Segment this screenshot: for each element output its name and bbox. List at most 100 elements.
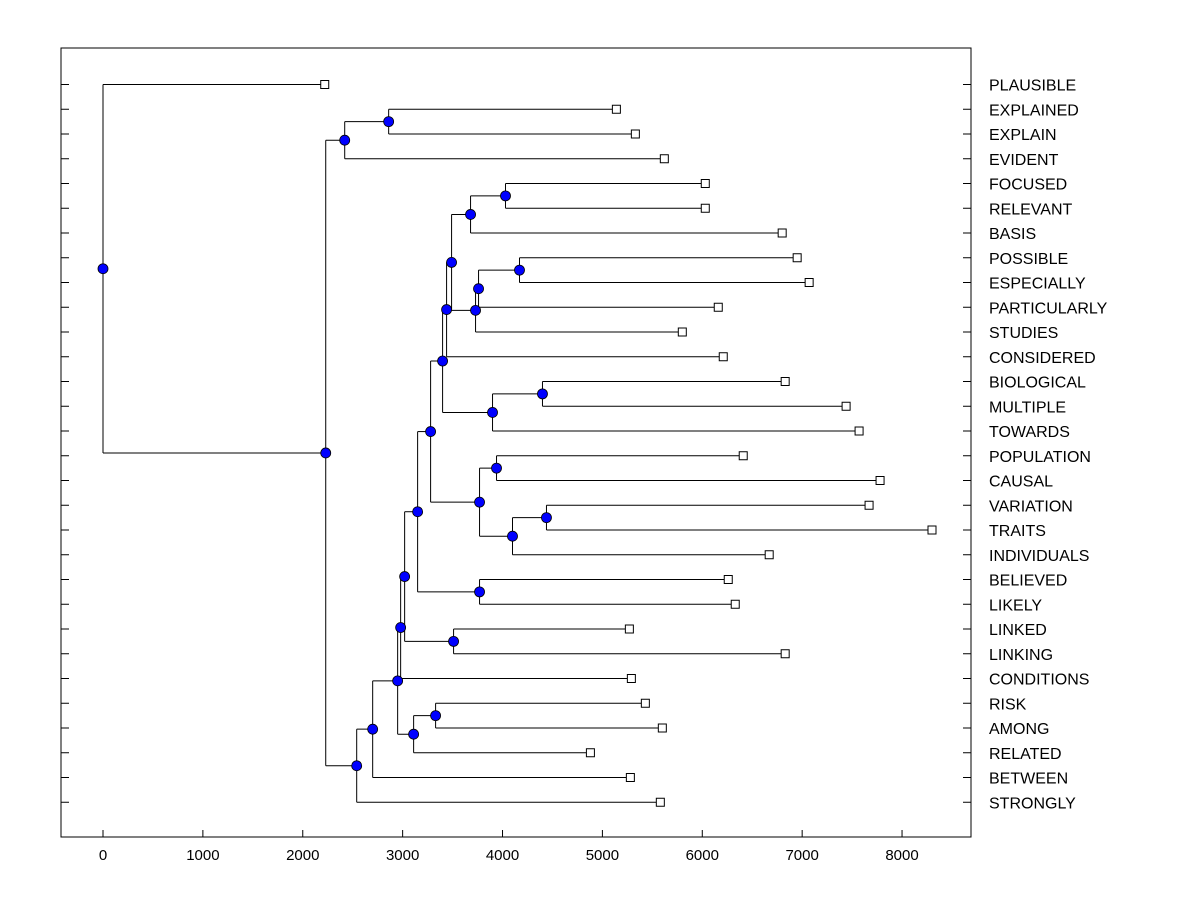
leaf-marker [864, 500, 874, 510]
leaf-label: BASIS [989, 226, 1036, 243]
merge-node [474, 586, 485, 598]
x-tick-label: 0 [99, 847, 107, 864]
leaf-marker [927, 525, 937, 535]
leaf-label: POSSIBLE [989, 251, 1068, 268]
merge-node [412, 506, 424, 518]
leaf-label: AMONG [989, 721, 1049, 738]
merge-node [487, 407, 498, 418]
leaf-label: BELIEVED [989, 573, 1067, 590]
leaf-marker [792, 253, 802, 263]
merge-node [537, 388, 548, 400]
leaf-label: POPULATION [989, 449, 1091, 466]
x-tick-label: 3000 [386, 847, 419, 864]
leaf-label: CAUSAL [989, 474, 1053, 491]
merge-node [97, 263, 109, 275]
merge-node [425, 426, 437, 437]
merge-node [500, 190, 511, 202]
x-tick-label: 6000 [686, 847, 719, 864]
merge-node [395, 622, 407, 633]
leaf-label: TRAITS [989, 523, 1046, 540]
x-tick-label: 8000 [885, 847, 918, 864]
leaf-label: TOWARDS [989, 424, 1070, 441]
leaf-marker [718, 352, 728, 362]
merge-node [408, 728, 420, 740]
leaf-label: BIOLOGICAL [989, 375, 1086, 392]
leaf-marker [875, 476, 885, 485]
leaf-marker [723, 575, 733, 584]
leaf-markers [320, 80, 937, 807]
merge-node [392, 675, 404, 687]
leaf-label: RELEVANT [989, 201, 1073, 218]
merge-node [470, 304, 481, 316]
merge-node [491, 462, 502, 474]
merge-node [399, 571, 411, 582]
leaf-marker [730, 599, 740, 609]
leaf-label: EVIDENT [989, 152, 1059, 169]
leaf-label: LIKELY [989, 597, 1042, 614]
leaf-label: CONDITIONS [989, 672, 1089, 689]
merge-node [541, 512, 552, 524]
leaf-marker [700, 179, 710, 188]
leaf-marker [630, 129, 640, 139]
axis-ticks [61, 84, 971, 837]
dendrogram-branches [102, 84, 932, 803]
leaf-label: FOCUSED [989, 177, 1067, 194]
leaf-label: LINKED [989, 622, 1047, 639]
leaf-marker [713, 302, 723, 312]
x-tick-label: 1000 [186, 847, 219, 864]
leaf-marker [780, 649, 790, 659]
x-tick-label: 5000 [586, 847, 619, 864]
merge-node [446, 256, 457, 268]
leaf-marker [764, 550, 774, 560]
leaf-marker [738, 451, 748, 461]
merge-node [448, 635, 459, 647]
leaf-label: RELATED [989, 746, 1062, 763]
merge-node [437, 355, 448, 367]
leaf-marker [655, 797, 665, 807]
x-tick-labels: 0 1000 2000 3000 4000 5000 6000 7000 8000 [99, 847, 919, 864]
merge-node [351, 760, 363, 772]
merge-node [441, 304, 452, 315]
x-tick-label: 7000 [785, 847, 818, 864]
leaf-label: EXPLAINED [989, 102, 1079, 119]
leaf-marker [626, 674, 636, 683]
merge-node [383, 116, 395, 128]
merge-node [465, 209, 476, 220]
leaf-marker [624, 624, 634, 634]
merge-node [473, 283, 484, 295]
leaf-marker [700, 203, 710, 213]
merge-node [430, 710, 441, 722]
leaf-marker [320, 80, 330, 89]
leaf-label: MULTIPLE [989, 399, 1066, 416]
leaf-marker [659, 154, 669, 164]
leaf-label: EXPLAIN [989, 127, 1057, 144]
x-tick-label: 2000 [286, 847, 319, 864]
leaf-marker [625, 773, 635, 782]
merge-node [339, 134, 351, 146]
leaf-label: CONSIDERED [989, 350, 1096, 367]
leaf-label: STRONGLY [989, 795, 1076, 812]
leaf-marker [804, 278, 814, 287]
leaf-marker [854, 426, 864, 436]
leaf-label: LINKING [989, 647, 1053, 664]
leaf-marker [611, 104, 621, 114]
leaf-marker [677, 327, 687, 337]
leaf-marker [841, 401, 851, 411]
plot-frame [60, 47, 972, 838]
leaf-label: PARTICULARLY [989, 300, 1108, 317]
leaf-marker [640, 698, 650, 708]
leaf-label: VARIATION [989, 498, 1073, 515]
leaf-marker [585, 748, 595, 758]
merge-node [474, 496, 485, 508]
leaf-label: STUDIES [989, 325, 1058, 342]
merge-node [320, 447, 332, 459]
leaf-labels: PLAUSIBLE EXPLAINED EXPLAIN EVIDENT FOCUSED R… [989, 78, 1108, 813]
leaf-label: INDIVIDUALS [989, 548, 1089, 565]
merge-nodes [97, 116, 552, 772]
leaf-label: RISK [989, 696, 1027, 713]
leaf-label: ESPECIALLY [989, 276, 1086, 293]
leaf-label: PLAUSIBLE [989, 78, 1076, 95]
merge-node [367, 723, 379, 735]
